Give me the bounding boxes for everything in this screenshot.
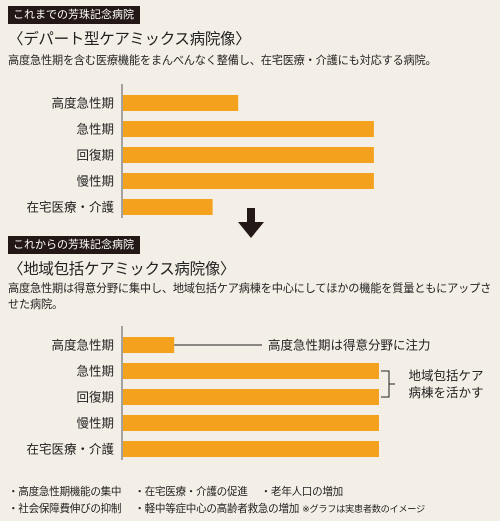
bar	[123, 441, 379, 457]
category-label: 在宅医療・介護	[26, 200, 114, 215]
bar	[123, 337, 174, 353]
bar	[123, 121, 374, 137]
category-label: 在宅医療・介護	[26, 442, 114, 457]
category-label: 慢性期	[76, 174, 114, 189]
section-after-tag: これからの芳珠記念病院	[8, 236, 140, 254]
category-label: 急性期	[76, 122, 114, 137]
bar	[123, 363, 379, 379]
category-label: 回復期	[76, 148, 114, 163]
note-item: ・高度急性期機能の集中	[8, 486, 121, 498]
note-item: ・老年人口の増加	[261, 486, 343, 498]
category-label: 高度急性期	[51, 338, 114, 353]
chart-before: 高度急性期急性期回復期慢性期在宅医療・介護	[0, 84, 500, 216]
section-before-title: 〈デパート型ケアミックス病院像〉	[8, 29, 250, 49]
note-item: ・在宅医療・介護の促進	[134, 486, 247, 498]
annotation-acute: 高度急性期は得意分野に注力	[268, 338, 431, 353]
section-before-tag: これまでの芳珠記念病院	[8, 6, 140, 24]
bar	[123, 415, 379, 431]
bar	[123, 95, 238, 111]
bar	[123, 389, 379, 405]
annotation-bracket	[381, 371, 389, 397]
category-label: 回復期	[76, 390, 114, 405]
note-item: ・軽中等症中心の高齢者救急の増加	[134, 503, 299, 515]
annotation-community-line1: 地域包括ケア	[408, 368, 483, 383]
bar	[123, 199, 213, 215]
bar	[123, 173, 374, 189]
section-after-description: 高度急性期は得意分野に集中し、地域包括ケア病棟を中心にしてほかの機能を質量ともに…	[8, 281, 494, 313]
notes-line-1: ・高度急性期機能の集中 ・在宅医療・介護の促進 ・老年人口の増加	[8, 484, 498, 501]
note-item: ・社会保障費伸びの抑制	[8, 503, 121, 515]
chart-after: 高度急性期急性期回復期慢性期在宅医療・介護 高度急性期は得意分野に注力地域包括ケア…	[0, 326, 500, 458]
section-before-description: 高度急性期を含む医療機能をまんべんなく整備し、在宅医療・介護にも対応する病院。	[8, 53, 494, 69]
annotation-community-line2: 病棟を活かす	[408, 385, 483, 400]
down-arrow-icon	[238, 208, 264, 242]
footnote: ※グラフは実患者数のイメージ	[302, 504, 425, 515]
notes: ・高度急性期機能の集中 ・在宅医療・介護の促進 ・老年人口の増加 ・社会保障費伸…	[8, 484, 498, 518]
notes-line-2: ・社会保障費伸びの抑制 ・軽中等症中心の高齢者救急の増加 ※グラフは実患者数のイ…	[8, 501, 498, 518]
category-label: 急性期	[76, 364, 114, 379]
section-after-title: 〈地域包括ケアミックス病院像〉	[8, 259, 235, 279]
category-label: 高度急性期	[51, 96, 114, 111]
category-label: 慢性期	[76, 416, 114, 431]
bar	[123, 147, 374, 163]
